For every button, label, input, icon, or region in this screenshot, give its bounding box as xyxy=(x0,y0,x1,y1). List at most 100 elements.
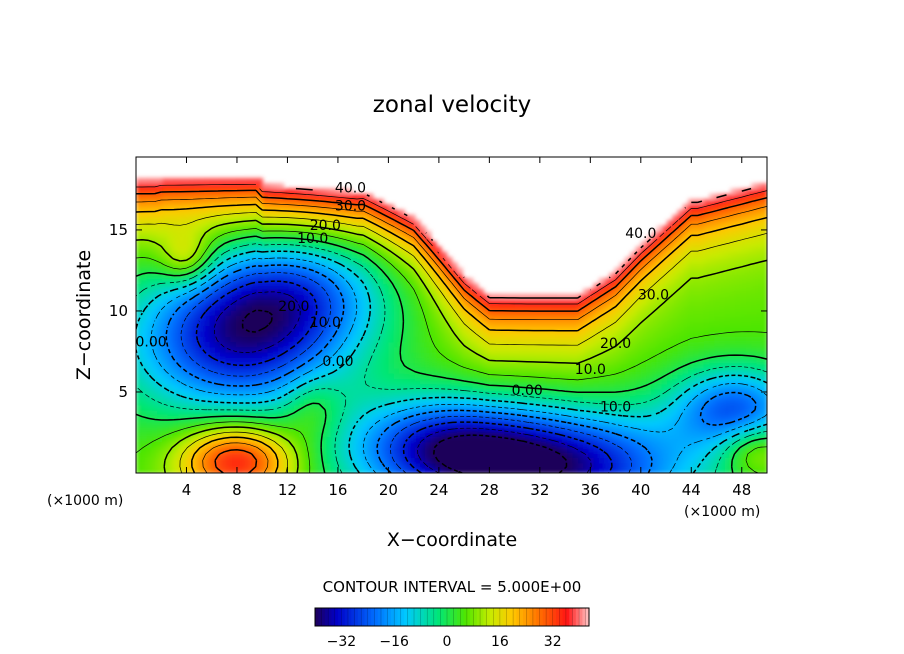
field-cell xyxy=(504,457,511,464)
field-cell xyxy=(540,293,547,300)
field-cell xyxy=(330,430,337,437)
field-cell xyxy=(157,278,164,285)
field-cell xyxy=(646,299,653,306)
field-cell xyxy=(672,293,679,300)
field-cell xyxy=(267,451,274,458)
field-cell xyxy=(409,288,416,295)
field-cell xyxy=(488,325,495,332)
field-cell xyxy=(625,288,632,295)
field-cell xyxy=(341,436,348,443)
field-cell xyxy=(188,330,195,337)
field-cell xyxy=(241,330,248,337)
field-cell xyxy=(435,399,442,406)
field-cell xyxy=(346,220,353,227)
field-cell xyxy=(383,362,390,369)
field-cell xyxy=(525,404,532,411)
field-cell xyxy=(672,415,679,422)
field-cell xyxy=(651,241,658,248)
field-cell xyxy=(572,309,579,316)
field-cell xyxy=(225,425,232,432)
field-cell xyxy=(225,362,232,369)
field-cell xyxy=(188,272,195,279)
field-cell xyxy=(362,457,369,464)
field-cell xyxy=(561,341,568,348)
field-cell xyxy=(530,446,537,453)
field-cell xyxy=(193,299,200,306)
field-cell xyxy=(604,425,611,432)
field-cell xyxy=(183,209,190,216)
field-cell xyxy=(551,430,558,437)
field-cell xyxy=(519,441,526,448)
field-cell xyxy=(330,299,337,306)
field-cell xyxy=(356,372,363,379)
field-cell xyxy=(556,415,563,422)
field-cell xyxy=(325,288,332,295)
field-cell xyxy=(246,241,253,248)
field-cell xyxy=(688,257,695,264)
field-cell xyxy=(393,378,400,385)
field-cell xyxy=(372,383,379,390)
field-cell xyxy=(404,420,411,427)
field-cell xyxy=(682,425,689,432)
field-cell xyxy=(619,362,626,369)
field-cell xyxy=(288,257,295,264)
field-cell xyxy=(214,388,221,395)
field-cell xyxy=(609,467,616,473)
field-cell xyxy=(598,293,605,300)
field-cell xyxy=(325,246,332,253)
field-cell xyxy=(293,457,300,464)
field-cell xyxy=(235,241,242,248)
field-cell xyxy=(320,288,327,295)
field-cell xyxy=(325,330,332,337)
field-cell xyxy=(136,225,143,232)
field-cell xyxy=(193,214,200,221)
field-cell xyxy=(136,467,143,473)
field-cell xyxy=(346,457,353,464)
field-cell xyxy=(388,315,395,322)
field-cell xyxy=(388,367,395,374)
field-cell xyxy=(435,278,442,285)
field-cell xyxy=(488,388,495,395)
field-cell xyxy=(204,409,211,416)
field-cell xyxy=(630,441,637,448)
field-cell xyxy=(640,320,647,327)
field-cell xyxy=(146,399,153,406)
field-cell xyxy=(640,394,647,401)
field-cell xyxy=(504,299,511,306)
field-cell xyxy=(672,409,679,416)
field-cell xyxy=(661,457,668,464)
field-cell xyxy=(151,220,158,227)
field-cell xyxy=(398,262,405,269)
field-cell xyxy=(551,304,558,311)
field-cell xyxy=(430,320,437,327)
field-cell xyxy=(178,246,185,253)
field-cell xyxy=(335,451,342,458)
field-cell xyxy=(430,330,437,337)
field-cell xyxy=(441,404,448,411)
field-cell xyxy=(688,325,695,332)
field-cell xyxy=(199,372,206,379)
field-cell xyxy=(419,267,426,274)
field-cell xyxy=(414,415,421,422)
field-cell xyxy=(435,251,442,258)
field-cell xyxy=(483,320,490,327)
field-cell xyxy=(493,346,500,353)
field-cell xyxy=(625,446,632,453)
field-cell xyxy=(556,451,563,458)
field-cell xyxy=(504,441,511,448)
field-cell xyxy=(572,430,579,437)
field-cell xyxy=(430,420,437,427)
field-cell xyxy=(288,325,295,332)
field-cell xyxy=(304,341,311,348)
field-cell xyxy=(256,188,263,195)
field-cell xyxy=(372,204,379,211)
field-cell xyxy=(278,330,285,337)
field-cell xyxy=(272,351,279,358)
field-cell xyxy=(456,267,463,274)
field-cell xyxy=(682,299,689,306)
field-cell xyxy=(667,467,674,473)
field-cell xyxy=(609,346,616,353)
field-cell xyxy=(136,267,143,274)
field-cell xyxy=(157,409,164,416)
field-cell xyxy=(220,309,227,316)
